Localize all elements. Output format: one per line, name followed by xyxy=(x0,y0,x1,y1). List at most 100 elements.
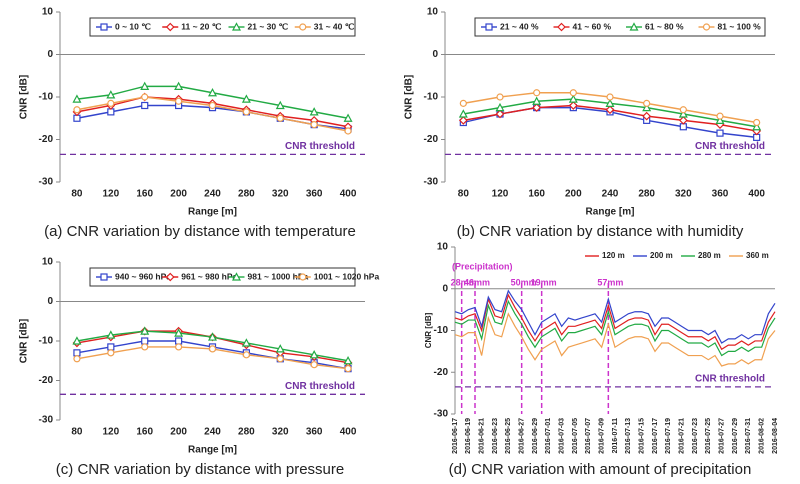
x-tick-label: 2016-07-15 xyxy=(639,418,646,454)
y-tick-label: 10 xyxy=(42,7,54,18)
x-tick-label: 280 xyxy=(638,189,655,200)
marker xyxy=(275,100,285,110)
marker xyxy=(275,344,285,353)
marker xyxy=(458,109,468,118)
x-tick-label: 2016-07-31 xyxy=(745,418,752,454)
x-tick-label: 160 xyxy=(136,427,153,438)
marker xyxy=(568,101,578,110)
y-tick-label: -10 xyxy=(434,325,449,336)
marker xyxy=(174,328,184,337)
caption: (d) CNR variation with amount of precipi… xyxy=(449,461,752,478)
marker xyxy=(231,22,242,31)
x-tick-label: 360 xyxy=(306,189,323,200)
marker xyxy=(174,81,184,90)
x-tick-label: 2016-06-25 xyxy=(505,418,512,454)
marker xyxy=(678,116,688,125)
y-tick-label: 10 xyxy=(427,7,439,18)
x-tick-label: 2016-07-01 xyxy=(545,418,552,454)
marker xyxy=(208,101,217,110)
legend-label: 940 ~ 960 hPa xyxy=(115,271,171,281)
x-tick-label: 360 xyxy=(712,189,729,200)
marker xyxy=(100,23,108,31)
x-tick-label: 200 xyxy=(170,189,187,200)
marker xyxy=(299,23,307,31)
marker xyxy=(343,355,353,365)
marker xyxy=(140,81,150,90)
marker xyxy=(72,336,82,345)
marker xyxy=(310,361,318,369)
x-tick-label: 2016-07-25 xyxy=(705,418,712,454)
marker xyxy=(344,127,352,135)
marker xyxy=(141,93,149,101)
x-tick-label: 400 xyxy=(340,189,357,200)
marker xyxy=(557,22,566,32)
marker xyxy=(276,355,284,363)
marker xyxy=(678,109,688,118)
x-axis-label: Range [m] xyxy=(586,207,635,218)
caption: (b) CNR variation by distance with humid… xyxy=(457,223,744,240)
x-tick-label: 160 xyxy=(136,189,153,200)
legend-box xyxy=(474,17,766,37)
x-tick-label: 280 xyxy=(238,427,255,438)
legend-label: 11 ~ 20 ℃ xyxy=(181,21,221,31)
x-tick-label: 2016-07-27 xyxy=(719,418,726,454)
marker xyxy=(309,350,319,359)
y-tick-label: -20 xyxy=(434,367,449,378)
legend-label: 200 m xyxy=(650,251,673,260)
marker xyxy=(642,102,652,112)
y-tick-label: -10 xyxy=(424,92,439,103)
y-tick-label: 10 xyxy=(437,242,449,253)
legend-label: 360 m xyxy=(746,251,769,260)
x-axis-label: Range [m] xyxy=(188,207,237,218)
legend-label: 280 m xyxy=(698,251,721,260)
legend-label: 21 ~ 40 % xyxy=(500,21,539,31)
precipitation-label: 19mm xyxy=(531,277,557,287)
marker xyxy=(241,94,251,103)
marker xyxy=(532,103,542,112)
marker xyxy=(141,337,149,345)
marker xyxy=(107,343,115,351)
x-tick-label: 2016-08-02 xyxy=(759,418,766,454)
marker xyxy=(241,338,251,347)
marker xyxy=(532,96,542,105)
marker xyxy=(299,273,307,281)
marker xyxy=(752,121,762,131)
x-tick-label: 2016-06-27 xyxy=(519,418,526,454)
y-tick-label: -30 xyxy=(39,415,54,426)
series-line xyxy=(454,289,776,344)
x-tick-label: 2016-07-07 xyxy=(585,418,592,454)
marker xyxy=(344,365,352,373)
marker xyxy=(106,330,116,339)
marker xyxy=(716,129,724,137)
x-tick-label: 2016-06-19 xyxy=(465,418,472,454)
y-tick-label: -20 xyxy=(39,134,54,145)
x-tick-label: 2016-06-21 xyxy=(479,418,486,454)
marker xyxy=(753,118,761,127)
marker xyxy=(175,97,183,105)
marker xyxy=(242,351,250,359)
threshold-label: CNR threshold xyxy=(285,141,355,152)
legend-label: 1001 ~ 1020 hPa xyxy=(314,271,380,281)
caption: (a) CNR variation by distance with tempe… xyxy=(44,223,356,240)
x-tick-label: 240 xyxy=(602,189,619,200)
marker xyxy=(175,337,183,345)
marker xyxy=(73,106,81,114)
marker xyxy=(606,93,614,101)
marker xyxy=(140,326,150,335)
y-tick-label: -30 xyxy=(39,177,54,188)
legend-box xyxy=(89,17,356,37)
x-tick-label: 2016-07-29 xyxy=(732,418,739,454)
x-tick-label: 280 xyxy=(238,189,255,200)
panel: 10 0 -10 -20 -30 80 120 160 200 240 280 320 360 400 Ra… xyxy=(19,257,380,478)
marker xyxy=(165,22,175,32)
marker xyxy=(141,343,149,351)
legend-box xyxy=(89,267,356,287)
y-axis-label: CNR [dB] xyxy=(404,75,415,119)
y-tick-label: 10 xyxy=(42,257,54,268)
x-tick-label: 400 xyxy=(340,427,357,438)
precipitation-title: (Precipitation) xyxy=(452,261,513,271)
y-tick-label: 0 xyxy=(47,296,53,307)
threshold-label: CNR threshold xyxy=(695,141,765,152)
marker xyxy=(533,89,541,97)
x-tick-label: 240 xyxy=(204,189,221,200)
